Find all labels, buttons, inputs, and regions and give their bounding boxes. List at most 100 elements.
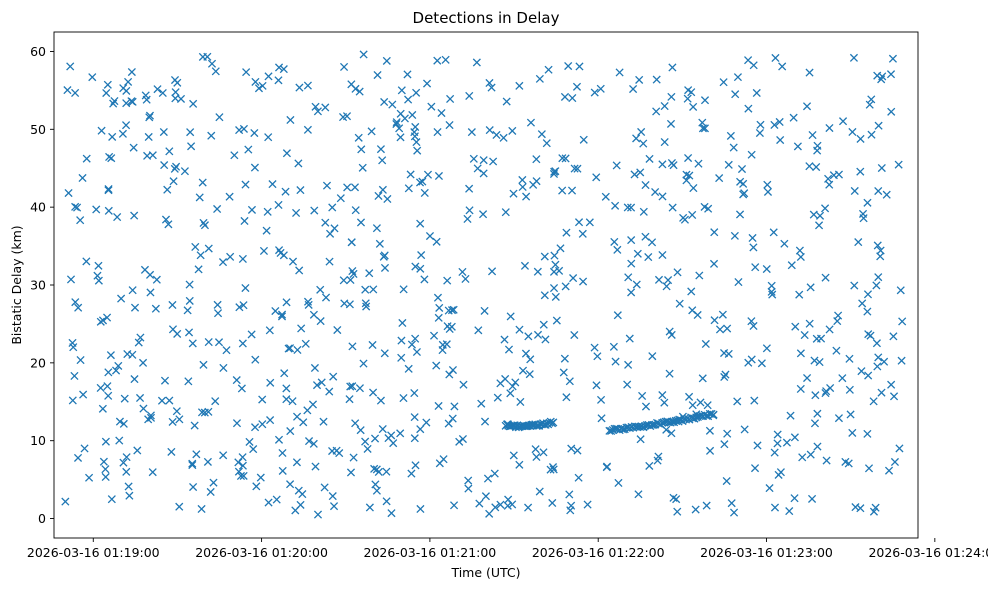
data-point bbox=[395, 124, 404, 133]
data-point bbox=[359, 359, 368, 368]
data-point bbox=[378, 424, 387, 434]
data-point bbox=[339, 276, 348, 285]
data-point bbox=[856, 134, 865, 143]
data-point bbox=[770, 120, 779, 129]
data-point bbox=[392, 118, 401, 127]
data-point bbox=[258, 81, 267, 90]
data-point bbox=[787, 261, 796, 270]
data-point bbox=[724, 160, 733, 169]
data-point bbox=[796, 349, 805, 358]
data-point bbox=[744, 104, 753, 113]
data-point bbox=[425, 231, 435, 241]
data-point bbox=[186, 128, 195, 137]
data-point bbox=[867, 95, 876, 104]
data-point bbox=[770, 448, 779, 457]
data-point bbox=[573, 164, 582, 173]
data-point bbox=[258, 420, 267, 429]
data-point bbox=[549, 283, 559, 293]
data-point bbox=[199, 360, 208, 369]
data-point bbox=[549, 169, 559, 179]
data-point bbox=[572, 82, 582, 91]
data-point bbox=[770, 503, 780, 512]
data-point bbox=[422, 79, 432, 88]
data-point bbox=[204, 337, 213, 347]
data-point bbox=[722, 476, 731, 486]
data-point bbox=[776, 468, 785, 477]
data-point bbox=[465, 206, 474, 215]
data-point bbox=[120, 394, 129, 403]
data-point bbox=[448, 414, 457, 423]
y-axis: 0 10 20 30 40 50 60 bbox=[30, 44, 54, 526]
data-point bbox=[235, 126, 244, 135]
data-point bbox=[69, 343, 78, 352]
data-point bbox=[128, 286, 137, 295]
data-point bbox=[633, 249, 642, 258]
data-point bbox=[825, 325, 834, 334]
data-point bbox=[531, 445, 540, 454]
data-point bbox=[114, 361, 123, 370]
data-point bbox=[399, 393, 408, 403]
data-point bbox=[749, 243, 758, 252]
data-point bbox=[417, 251, 426, 260]
data-point bbox=[355, 87, 364, 96]
data-point bbox=[556, 244, 565, 253]
data-point bbox=[319, 417, 328, 426]
data-point bbox=[308, 400, 318, 409]
data-point bbox=[294, 159, 303, 168]
data-point bbox=[569, 274, 578, 283]
data-point bbox=[310, 206, 319, 215]
data-point bbox=[119, 419, 128, 428]
data-point bbox=[886, 70, 896, 79]
data-point bbox=[518, 366, 528, 375]
data-point bbox=[351, 206, 360, 215]
data-point bbox=[533, 267, 542, 276]
data-point bbox=[286, 480, 295, 489]
data-point bbox=[625, 334, 634, 343]
data-point bbox=[293, 345, 302, 355]
data-point bbox=[550, 251, 559, 260]
data-point bbox=[645, 154, 654, 163]
data-point bbox=[230, 151, 239, 160]
data-point bbox=[487, 83, 496, 92]
data-point bbox=[303, 297, 313, 306]
data-point bbox=[521, 349, 531, 358]
data-point bbox=[423, 170, 433, 179]
data-point bbox=[464, 476, 473, 485]
data-point bbox=[351, 84, 360, 93]
data-point bbox=[564, 61, 573, 71]
data-point bbox=[64, 188, 73, 198]
data-point bbox=[124, 77, 133, 86]
data-point bbox=[579, 277, 588, 286]
data-point bbox=[239, 471, 248, 480]
data-point bbox=[321, 293, 331, 302]
data-point bbox=[322, 181, 332, 190]
data-point bbox=[501, 208, 510, 217]
data-point bbox=[734, 278, 743, 287]
data-point bbox=[346, 275, 355, 285]
data-point bbox=[884, 466, 894, 475]
data-point bbox=[575, 62, 584, 71]
data-point bbox=[206, 487, 215, 497]
data-point bbox=[117, 294, 126, 303]
data-point bbox=[250, 128, 259, 138]
data-point bbox=[601, 192, 610, 201]
data-point bbox=[652, 107, 661, 116]
data-point bbox=[119, 458, 128, 467]
data-point bbox=[492, 130, 501, 140]
data-point bbox=[789, 113, 798, 122]
data-point bbox=[561, 282, 570, 291]
data-point bbox=[119, 84, 128, 93]
data-point bbox=[685, 171, 694, 180]
data-point bbox=[814, 221, 824, 230]
data-point bbox=[739, 179, 748, 188]
data-point bbox=[104, 184, 113, 194]
data-point bbox=[378, 156, 387, 165]
data-point bbox=[303, 81, 312, 90]
data-point bbox=[429, 331, 439, 340]
data-point bbox=[685, 392, 694, 401]
data-point bbox=[185, 280, 194, 289]
data-point bbox=[455, 437, 464, 446]
data-point bbox=[151, 304, 160, 313]
data-point bbox=[239, 124, 248, 133]
data-point bbox=[832, 346, 841, 355]
